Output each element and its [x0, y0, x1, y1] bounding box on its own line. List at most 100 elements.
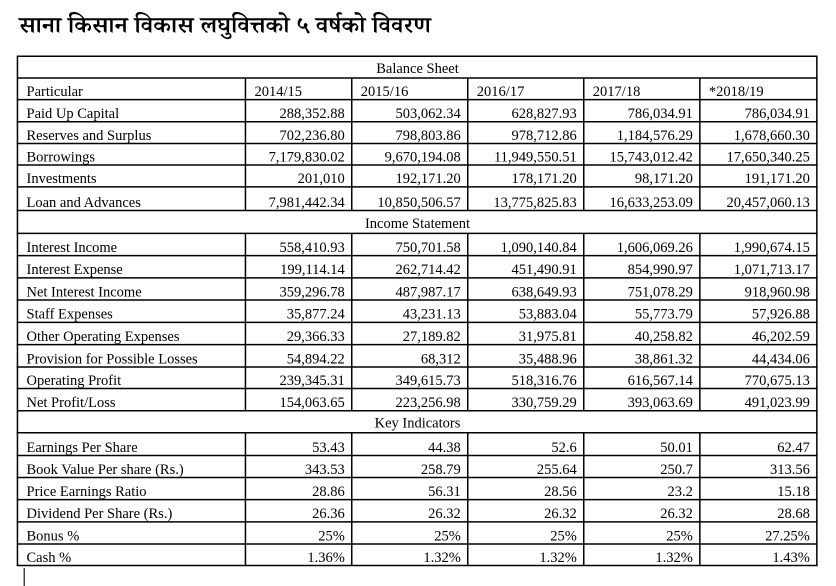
svg-text:638,649.93: 638,649.93: [512, 284, 577, 300]
svg-text:35,488.96: 35,488.96: [519, 351, 577, 367]
svg-text:Bonus %: Bonus %: [27, 528, 80, 544]
svg-text:Dividend Per Share (Rs.): Dividend Per Share (Rs.): [27, 506, 173, 522]
svg-text:751,078.29: 751,078.29: [628, 284, 693, 300]
svg-text:491,023.99: 491,023.99: [745, 395, 810, 411]
svg-text:Earnings Per Share: Earnings Per Share: [27, 440, 138, 456]
svg-text:Book Value Per share (Rs.): Book Value Per share (Rs.): [27, 462, 184, 478]
svg-text:25%: 25%: [318, 528, 345, 544]
svg-text:1,606,069.26: 1,606,069.26: [617, 240, 693, 256]
svg-text:1.32%: 1.32%: [655, 550, 692, 566]
svg-text:23.2: 23.2: [668, 484, 693, 500]
svg-text:54,894.22: 54,894.22: [287, 351, 345, 367]
svg-text:44,434.06: 44,434.06: [752, 351, 810, 367]
svg-text:Net Profit/Loss: Net Profit/Loss: [27, 395, 116, 411]
svg-text:191,171.20: 191,171.20: [745, 171, 810, 187]
svg-text:44.38: 44.38: [428, 440, 461, 456]
svg-text:223,256.98: 223,256.98: [396, 395, 461, 411]
svg-text:2016/17: 2016/17: [477, 84, 525, 100]
svg-text:28.86: 28.86: [312, 484, 345, 500]
svg-text:55,773.79: 55,773.79: [635, 307, 693, 323]
svg-text:239,345.31: 239,345.31: [280, 373, 345, 389]
svg-text:786,034.91: 786,034.91: [628, 106, 693, 122]
svg-text:9,670,194.08: 9,670,194.08: [385, 149, 461, 165]
svg-text:258.79: 258.79: [421, 462, 461, 478]
svg-text:62.47: 62.47: [777, 440, 810, 456]
svg-text:330,759.29: 330,759.29: [512, 395, 577, 411]
svg-text:786,034.91: 786,034.91: [745, 106, 810, 122]
svg-text:15.18: 15.18: [777, 484, 810, 500]
svg-text:13,775,825.83: 13,775,825.83: [493, 195, 576, 211]
svg-text:57,926.88: 57,926.88: [752, 307, 810, 323]
svg-text:770,675.13: 770,675.13: [745, 373, 810, 389]
svg-text:27.25%: 27.25%: [765, 528, 810, 544]
svg-text:7,981,442.34: 7,981,442.34: [269, 195, 346, 211]
svg-text:Key Indicators: Key Indicators: [375, 416, 461, 432]
svg-text:1,678,660.30: 1,678,660.30: [734, 128, 810, 144]
svg-text:201,010: 201,010: [298, 171, 345, 187]
svg-text:25%: 25%: [550, 528, 577, 544]
svg-text:29,366.33: 29,366.33: [287, 329, 345, 345]
svg-text:503,062.34: 503,062.34: [396, 106, 462, 122]
svg-text:46,202.59: 46,202.59: [752, 329, 810, 345]
svg-text:40,258.82: 40,258.82: [635, 329, 693, 345]
svg-text:Provision for Possible Losses: Provision for Possible Losses: [27, 351, 199, 367]
svg-text:1,090,140.84: 1,090,140.84: [501, 240, 578, 256]
svg-text:26.32: 26.32: [660, 506, 693, 522]
svg-text:28.68: 28.68: [777, 506, 810, 522]
svg-text:2017/18: 2017/18: [593, 84, 641, 100]
svg-text:35,877.24: 35,877.24: [287, 307, 346, 323]
svg-text:518,316.76: 518,316.76: [512, 373, 577, 389]
svg-text:Interest Income: Interest Income: [27, 240, 118, 256]
svg-text:250.7: 250.7: [660, 462, 693, 478]
svg-text:702,236.80: 702,236.80: [280, 128, 345, 144]
svg-text:2015/16: 2015/16: [361, 84, 409, 100]
svg-text:27,189.82: 27,189.82: [403, 329, 461, 345]
svg-text:750,701.58: 750,701.58: [396, 240, 461, 256]
svg-text:50.01: 50.01: [660, 440, 693, 456]
svg-text:199,114.14: 199,114.14: [280, 262, 345, 278]
svg-text:*2018/19: *2018/19: [709, 84, 764, 100]
svg-text:1,071,713.17: 1,071,713.17: [734, 262, 810, 278]
svg-text:1,990,674.15: 1,990,674.15: [734, 240, 810, 256]
svg-text:154,063.65: 154,063.65: [280, 395, 345, 411]
svg-text:854,990.97: 854,990.97: [628, 262, 693, 278]
svg-text:56.31: 56.31: [428, 484, 461, 500]
svg-text:Balance Sheet: Balance Sheet: [376, 61, 459, 77]
svg-text:Income Statement: Income Statement: [365, 216, 470, 232]
svg-text:1.32%: 1.32%: [539, 550, 576, 566]
svg-text:25%: 25%: [434, 528, 461, 544]
svg-text:192,171.20: 192,171.20: [396, 171, 461, 187]
svg-text:1.43%: 1.43%: [772, 550, 809, 566]
svg-text:288,352.88: 288,352.88: [280, 106, 345, 122]
svg-text:11,949,550.51: 11,949,550.51: [494, 149, 577, 165]
svg-text:Cash %: Cash %: [27, 550, 72, 566]
svg-text:978,712.86: 978,712.86: [512, 128, 577, 144]
svg-text:Other Operating Expenses: Other Operating Expenses: [27, 329, 180, 345]
svg-text:798,803.86: 798,803.86: [396, 128, 461, 144]
svg-text:1,184,576.29: 1,184,576.29: [617, 128, 693, 144]
svg-text:26.36: 26.36: [312, 506, 345, 522]
svg-text:17,650,340.25: 17,650,340.25: [727, 149, 810, 165]
svg-text:Staff Expenses: Staff Expenses: [27, 307, 114, 323]
svg-text:349,615.73: 349,615.73: [396, 373, 461, 389]
svg-text:487,987.17: 487,987.17: [396, 284, 461, 300]
svg-text:38,861.32: 38,861.32: [635, 351, 693, 367]
svg-text:Interest Expense: Interest Expense: [27, 262, 123, 278]
svg-text:26.32: 26.32: [428, 506, 461, 522]
svg-text:53.43: 53.43: [312, 440, 345, 456]
svg-text:15,743,012.42: 15,743,012.42: [610, 149, 693, 165]
svg-text:628,827.93: 628,827.93: [512, 106, 577, 122]
svg-text:616,567.14: 616,567.14: [628, 373, 694, 389]
svg-text:26.32: 26.32: [544, 506, 577, 522]
svg-text:393,063.69: 393,063.69: [628, 395, 693, 411]
svg-text:20,457,060.13: 20,457,060.13: [727, 195, 810, 211]
svg-text:Operating Profit: Operating Profit: [27, 373, 122, 389]
svg-text:178,171.20: 178,171.20: [512, 171, 577, 187]
svg-text:7,179,830.02: 7,179,830.02: [269, 149, 345, 165]
svg-text:2014/15: 2014/15: [255, 84, 303, 100]
svg-text:1.32%: 1.32%: [423, 550, 460, 566]
svg-text:Borrowings: Borrowings: [27, 149, 96, 165]
svg-text:10,850,506.57: 10,850,506.57: [377, 195, 460, 211]
svg-text:Paid Up Capital: Paid Up Capital: [27, 106, 120, 122]
svg-text:53,883.04: 53,883.04: [519, 307, 578, 323]
